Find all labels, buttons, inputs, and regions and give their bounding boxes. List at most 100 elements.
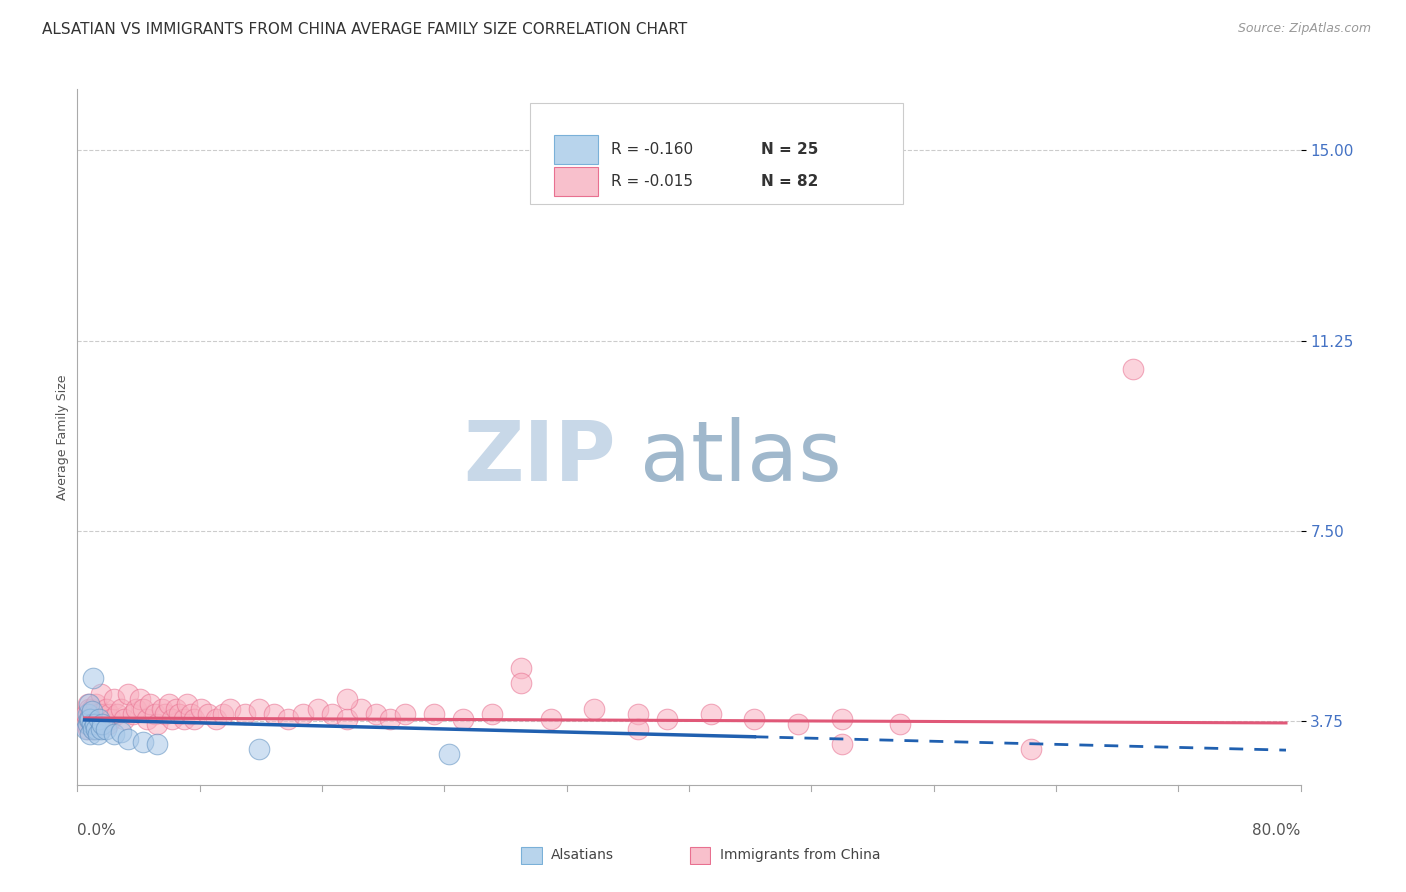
Point [831,737,853,751]
Point [79,717,101,731]
Point [93,706,115,721]
Point [80,712,103,726]
Text: Immigrants from China: Immigrants from China [720,847,880,862]
Point [117,687,139,701]
Point [219,702,242,716]
Point [583,702,606,716]
Point [364,706,387,721]
Point [77,712,100,726]
Point [146,737,169,751]
Point [136,712,159,726]
Point [86,717,108,731]
Point [336,712,359,726]
Point [132,702,155,716]
Point [89,712,111,726]
Point [117,732,139,747]
Point [451,712,474,726]
Point [889,717,911,731]
Point [82,722,104,736]
Point [75,722,97,736]
Point [321,706,343,721]
Point [83,717,105,731]
Point [394,706,416,721]
Point [204,712,226,726]
Point [627,706,650,721]
Point [510,676,533,690]
Point [263,706,285,721]
Point [139,697,162,711]
Point [75,717,97,731]
Point [121,706,143,721]
Point [79,706,101,721]
Point [77,697,100,711]
Point [110,702,132,716]
Text: atlas: atlas [640,417,842,499]
Point [157,697,180,711]
Point [90,687,112,701]
Point [510,661,533,675]
Point [744,712,766,726]
Point [247,702,270,716]
Point [103,727,125,741]
Point [183,712,205,726]
Point [627,722,650,736]
Point [173,712,195,726]
Point [76,722,98,736]
Point [82,722,104,736]
Point [150,702,173,716]
Text: ZIP: ZIP [463,417,616,499]
Point [86,727,108,741]
Text: Alsatians: Alsatians [551,847,614,862]
Point [437,747,460,762]
Point [80,717,103,731]
Text: R = -0.160: R = -0.160 [610,142,693,157]
Point [423,706,446,721]
Point [350,702,373,716]
Text: Source: ZipAtlas.com: Source: ZipAtlas.com [1237,22,1371,36]
Point [90,722,112,736]
Point [83,712,105,726]
Point [76,717,98,731]
Point [153,706,176,721]
Point [80,702,103,716]
Y-axis label: Average Family Size: Average Family Size [56,375,69,500]
FancyBboxPatch shape [554,135,599,164]
Point [1019,742,1042,756]
Point [307,702,329,716]
Text: R = -0.015: R = -0.015 [610,174,693,189]
Text: ALSATIAN VS IMMIGRANTS FROM CHINA AVERAGE FAMILY SIZE CORRELATION CHART: ALSATIAN VS IMMIGRANTS FROM CHINA AVERAG… [42,22,688,37]
Point [89,706,111,721]
Point [82,706,104,721]
Point [132,735,155,749]
Point [180,706,202,721]
Point [77,712,100,726]
Point [84,697,107,711]
Point [146,717,169,731]
Point [110,724,132,739]
Point [77,702,100,716]
Point [75,706,97,721]
Point [831,712,853,726]
Point [76,697,98,711]
Point [481,706,503,721]
Point [143,706,166,721]
Point [540,712,562,726]
Point [129,691,152,706]
Point [84,722,107,736]
Point [91,717,114,731]
Point [160,712,183,726]
Text: N = 25: N = 25 [761,142,818,157]
Point [96,722,118,736]
Point [176,697,198,711]
Point [212,706,235,721]
Point [124,702,146,716]
Point [336,691,359,706]
Point [292,706,315,721]
Text: N = 82: N = 82 [761,174,818,189]
Point [787,717,810,731]
Point [79,727,101,741]
Point [233,706,256,721]
Point [112,712,135,726]
Point [79,712,101,726]
Text: 0.0%: 0.0% [77,823,117,838]
